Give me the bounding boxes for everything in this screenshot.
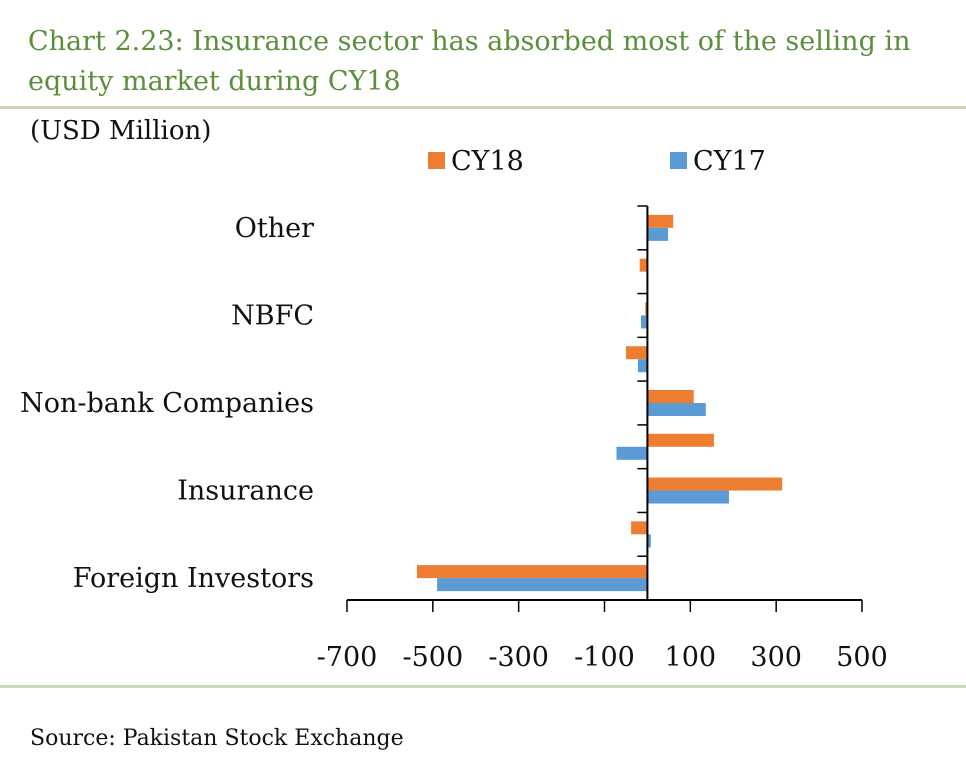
- legend-swatch-cy18: [428, 152, 445, 169]
- x-tick-label-1: -500: [402, 642, 463, 673]
- bars-group: [416, 214, 783, 592]
- bar-cy18-5: [625, 346, 648, 360]
- bar-cy17-8: [647, 227, 669, 241]
- x-tick-label-6: 500: [836, 642, 888, 673]
- legend: CY18 CY17: [428, 146, 766, 177]
- x-tick-label-5: 300: [750, 642, 802, 673]
- bar-cy17-4: [647, 403, 706, 416]
- bar-cy18-6: [645, 302, 648, 316]
- bar-cy18-2: [647, 477, 783, 491]
- bar-cy17-0: [437, 578, 648, 592]
- category-label-6: NBFC: [231, 300, 314, 331]
- bar-cy17-6: [640, 315, 648, 329]
- legend-swatch-cy17: [670, 152, 687, 169]
- bar-cy18-0: [416, 565, 648, 579]
- unit-label: (USD Million): [30, 116, 212, 146]
- category-label-2: Insurance: [177, 476, 314, 507]
- bar-cy18-3: [647, 433, 714, 447]
- bar-cy18-4: [647, 390, 694, 403]
- bar-cy18-7: [639, 258, 648, 272]
- bar-cy17-3: [616, 446, 648, 460]
- bar-chart: CY18 CY17 Foreign Investors Insurance Non-b…: [20, 146, 888, 673]
- category-label-8: Other: [235, 213, 314, 244]
- legend-label-cy18: CY18: [451, 146, 524, 177]
- source-divider: [0, 685, 966, 688]
- x-tick-label-4: 100: [665, 642, 717, 673]
- title-divider: [0, 106, 966, 109]
- chart-title: Chart 2.23: Insurance sector has absorbe…: [28, 26, 911, 97]
- category-label-0: Foreign Investors: [73, 563, 314, 594]
- legend-label-cy17: CY17: [693, 146, 766, 177]
- bar-cy17-1: [647, 534, 651, 548]
- axes-group: [346, 205, 863, 612]
- source-note: Source: Pakistan Stock Exchange: [30, 726, 404, 751]
- x-tick-label-0: -700: [317, 642, 378, 673]
- bar-cy18-8: [647, 214, 674, 228]
- x-tick-label-2: -300: [488, 642, 549, 673]
- x-tick-label-3: -100: [574, 642, 635, 673]
- bar-cy18-1: [631, 521, 648, 535]
- bar-cy17-2: [647, 490, 729, 504]
- bar-cy17-5: [637, 359, 648, 373]
- category-label-4: Non-bank Companies: [20, 388, 314, 419]
- labels-group: Foreign Investors Insurance Non-bank Compa…: [20, 213, 888, 673]
